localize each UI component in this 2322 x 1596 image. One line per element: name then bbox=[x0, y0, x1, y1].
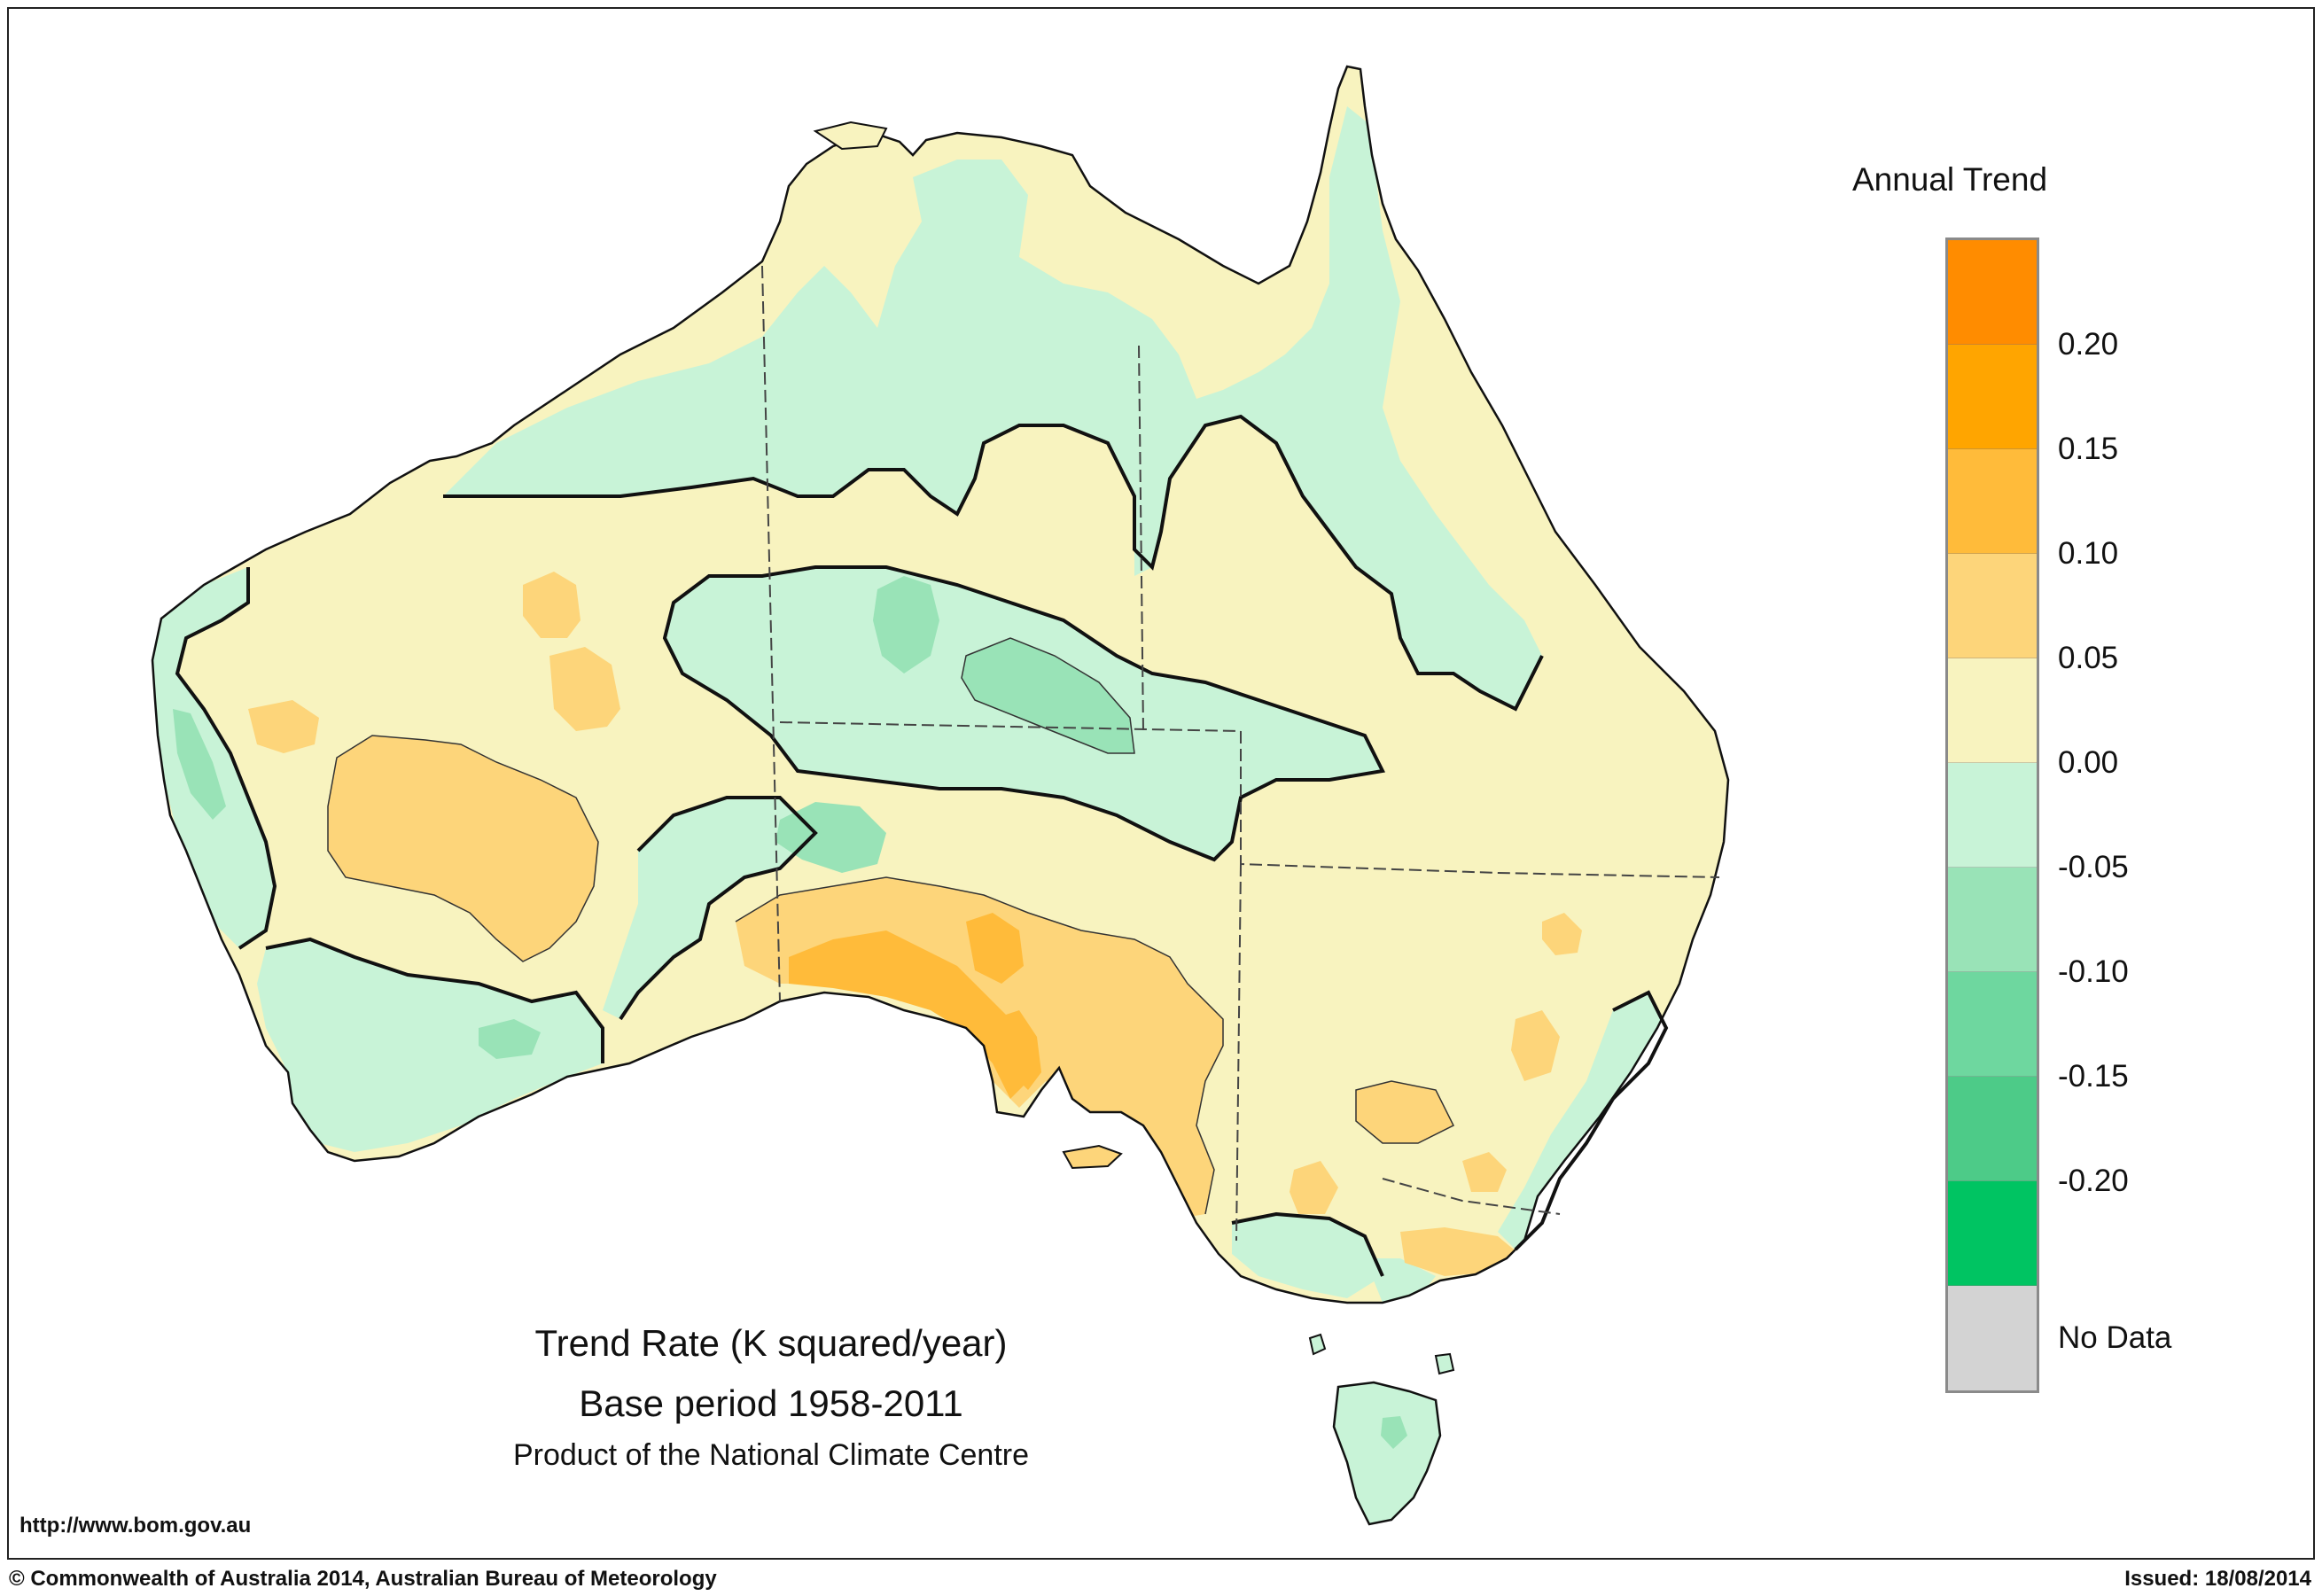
zone-east-coast-green bbox=[1498, 993, 1666, 1250]
zone-pos-015-c bbox=[993, 1010, 1041, 1090]
legend-swatch bbox=[1948, 868, 2037, 972]
zone-pos-010-k bbox=[1462, 1152, 1507, 1192]
legend-title: Annual Trend bbox=[1851, 161, 2048, 198]
legend-swatch bbox=[1948, 554, 2037, 658]
copyright-notice: © Commonwealth of Australia 2014, Austra… bbox=[9, 1567, 717, 1591]
zone-south-central-green bbox=[603, 798, 815, 1019]
contour-south-central bbox=[619, 796, 818, 1021]
legend-swatch bbox=[1948, 1077, 2037, 1181]
mainland-outline bbox=[151, 65, 1730, 1304]
contour-central bbox=[662, 565, 1385, 862]
tasmania-shade bbox=[1381, 1416, 1407, 1449]
zone-pos-010-c bbox=[549, 647, 620, 731]
zone-pos-010-h bbox=[1290, 1161, 1338, 1214]
legend-color-bar bbox=[1945, 237, 2039, 1393]
legend-tick-label: -0.15 bbox=[2058, 1059, 2129, 1094]
zone-southwest-green bbox=[257, 939, 603, 1152]
caption-product: Product of the National Climate Centre bbox=[512, 1438, 1030, 1472]
legend-swatch bbox=[1948, 658, 2037, 763]
nt-sa-border bbox=[779, 721, 1242, 732]
legend-swatch bbox=[1948, 763, 2037, 868]
legend-no-data-label: No Data bbox=[2058, 1320, 2172, 1355]
sa-qld-nsw-border bbox=[1240, 731, 1720, 878]
legend-tick-label: 0.05 bbox=[2058, 641, 2119, 675]
legend-tick-label: 0.10 bbox=[2058, 536, 2119, 571]
zone-pos-015-b bbox=[966, 913, 1024, 984]
sa-vic-border bbox=[1235, 863, 1242, 1242]
zone-pos-010-d bbox=[248, 700, 319, 753]
melville-island bbox=[813, 121, 888, 151]
state-boundaries bbox=[761, 265, 1720, 1242]
contour-southeast bbox=[1231, 1211, 1384, 1277]
contour-north bbox=[443, 414, 1544, 712]
zone-neg-010-b bbox=[962, 638, 1134, 753]
issued-date: Issued: 18/08/2014 bbox=[2124, 1567, 2311, 1591]
legend-tick-label: -0.20 bbox=[2058, 1164, 2129, 1198]
zone-neg-010-e bbox=[173, 709, 226, 820]
zone-southeast-green bbox=[1232, 1214, 1383, 1298]
zone-north-green bbox=[443, 106, 1542, 709]
zone-neg-010-d bbox=[479, 1019, 541, 1059]
caption-base-period: Base period 1958-2011 bbox=[579, 1382, 963, 1424]
source-url[interactable]: http://www.bom.gov.au bbox=[19, 1514, 252, 1538]
legend-swatch bbox=[1948, 972, 2037, 1077]
legend-tick-label: 0.15 bbox=[2058, 432, 2119, 466]
flinders-island bbox=[1434, 1352, 1455, 1375]
contour-west bbox=[175, 567, 277, 950]
legend-tick-label: 0.20 bbox=[2058, 327, 2119, 362]
wa-border bbox=[761, 265, 781, 1002]
legend-swatch-no-data bbox=[1948, 1286, 2037, 1390]
positive-contours bbox=[327, 637, 1455, 1215]
legend-swatch bbox=[1948, 1181, 2037, 1286]
zone-pos-015-a bbox=[789, 930, 1028, 1099]
king-island bbox=[1308, 1333, 1327, 1356]
legend-swatch bbox=[1948, 345, 2037, 449]
nsw-vic-border bbox=[1382, 1178, 1561, 1215]
kangaroo-island bbox=[1062, 1144, 1123, 1170]
zone-pos-010-j bbox=[1542, 913, 1582, 955]
contour-east bbox=[1514, 990, 1669, 1251]
zone-pos-010-g bbox=[1511, 1010, 1560, 1081]
tasmania bbox=[1332, 1381, 1442, 1526]
legend-swatch bbox=[1948, 240, 2037, 345]
zone-pos-010-b bbox=[523, 572, 580, 638]
legend-tick-label: 0.00 bbox=[2058, 745, 2119, 780]
caption-trend-rate: Trend Rate (K squared/year) bbox=[534, 1322, 1008, 1364]
legend-swatch bbox=[1948, 449, 2037, 554]
legend-tick-label: -0.10 bbox=[2058, 954, 2129, 989]
zone-pos-010-a bbox=[328, 736, 598, 961]
nt-qld-border bbox=[1138, 345, 1144, 732]
zero-contours bbox=[175, 414, 1669, 1277]
zone-neg-010-a bbox=[873, 576, 939, 673]
contour-southwest bbox=[265, 937, 604, 1063]
zone-pos-010-i bbox=[1400, 1227, 1524, 1276]
zone-pos-010-f bbox=[1356, 1081, 1453, 1143]
legend-tick-label: -0.05 bbox=[2058, 850, 2129, 884]
